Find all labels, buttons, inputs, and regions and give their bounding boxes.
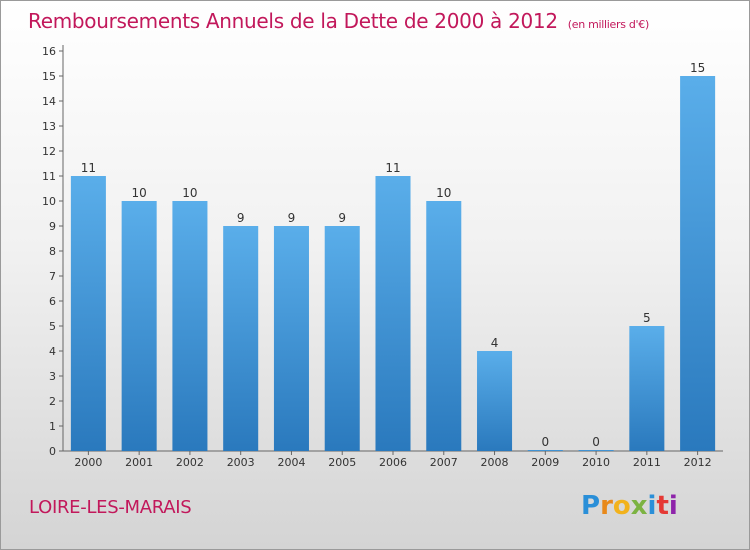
y-tick-label: 10 (42, 195, 56, 208)
x-tick-label: 2005 (328, 456, 356, 469)
chart-title: Remboursements Annuels de la Dette de 20… (28, 9, 649, 33)
bar (172, 201, 208, 451)
bar (70, 176, 106, 451)
bar (121, 201, 157, 451)
y-tick-label: 3 (49, 370, 56, 383)
logo-letter: i (647, 491, 657, 521)
data-label: 10 (132, 186, 147, 200)
y-tick-label: 8 (49, 245, 56, 258)
data-label: 4 (491, 336, 499, 350)
bar (629, 326, 665, 451)
bar (578, 450, 614, 451)
data-label: 0 (592, 435, 600, 449)
data-label: 9 (338, 211, 346, 225)
bar (426, 201, 462, 451)
y-tick-label: 12 (42, 145, 56, 158)
y-tick-label: 6 (49, 295, 56, 308)
y-tick-label: 15 (42, 70, 56, 83)
x-tick-label: 2008 (481, 456, 509, 469)
y-tick-label: 13 (42, 120, 56, 133)
data-label: 0 (541, 435, 549, 449)
data-label: 11 (81, 161, 96, 175)
logo-letter: i (668, 491, 678, 521)
x-tick-label: 2000 (74, 456, 102, 469)
data-label: 9 (288, 211, 296, 225)
logo-letter: r (600, 491, 613, 521)
x-tick-label: 2011 (633, 456, 661, 469)
data-label: 11 (385, 161, 400, 175)
chart-subtitle: (en milliers d'€) (567, 18, 649, 31)
y-tick-label: 14 (42, 95, 56, 108)
y-tick-label: 7 (49, 270, 56, 283)
x-tick-label: 2012 (684, 456, 712, 469)
x-tick-label: 2004 (277, 456, 305, 469)
y-tick-label: 5 (49, 320, 56, 333)
x-tick-label: 2002 (176, 456, 204, 469)
x-tick-label: 2007 (430, 456, 458, 469)
data-label: 15 (690, 61, 705, 75)
data-label: 10 (182, 186, 197, 200)
bar (477, 351, 513, 451)
data-label: 10 (436, 186, 451, 200)
bar (223, 226, 259, 451)
data-label: 9 (237, 211, 245, 225)
bar (273, 226, 309, 451)
x-tick-label: 2001 (125, 456, 153, 469)
y-tick-label: 1 (49, 420, 56, 433)
bar (680, 76, 716, 451)
y-tick-label: 0 (49, 445, 56, 458)
commune-name: LOIRE-LES-MARAIS (29, 497, 192, 518)
proxiti-logo: Proxiti (581, 491, 678, 521)
bar (375, 176, 411, 451)
x-tick-label: 2009 (531, 456, 559, 469)
x-tick-label: 2003 (227, 456, 255, 469)
y-tick-label: 16 (42, 45, 56, 58)
bar (324, 226, 360, 451)
logo-letter: o (612, 491, 631, 521)
x-tick-label: 2010 (582, 456, 610, 469)
logo-letter: t (656, 491, 669, 521)
x-tick-label: 2006 (379, 456, 407, 469)
data-label: 5 (643, 311, 651, 325)
y-tick-label: 4 (49, 345, 56, 358)
y-tick-label: 2 (49, 395, 56, 408)
logo-letter: P (581, 491, 601, 521)
y-tick-label: 11 (42, 170, 56, 183)
bar (527, 450, 563, 451)
y-tick-label: 9 (49, 220, 56, 233)
logo-letter: x (630, 491, 648, 521)
